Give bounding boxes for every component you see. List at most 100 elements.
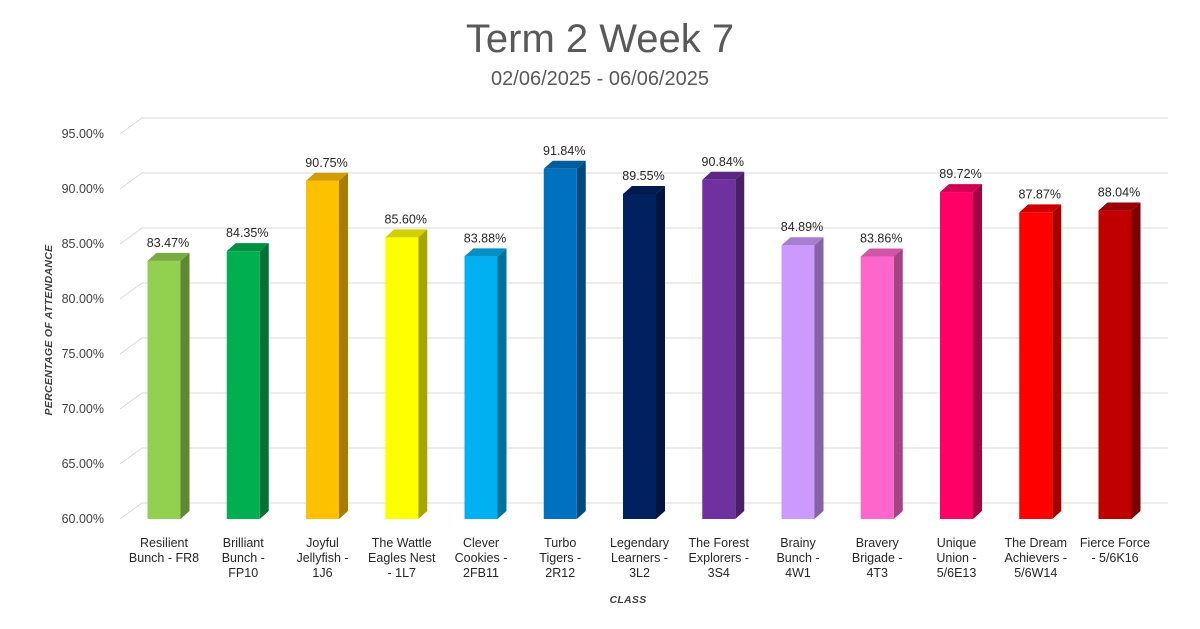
- data-label: 90.84%: [702, 155, 744, 169]
- bar-front: [464, 256, 498, 519]
- x-axis-label: CLASS: [609, 594, 646, 606]
- bar-front: [623, 193, 656, 519]
- bar-side: [893, 248, 903, 520]
- bar-side: [1052, 204, 1062, 519]
- bar-front: [1098, 210, 1132, 519]
- category-label: Turbo Tigers -2R12: [539, 536, 581, 580]
- data-label: 89.72%: [939, 167, 981, 181]
- gridline: [119, 227, 1168, 245]
- bar-side: [259, 243, 269, 519]
- bar-top: [226, 243, 269, 252]
- bar-top: [702, 171, 745, 180]
- data-label: 87.87%: [1019, 187, 1061, 201]
- data-label: 88.04%: [1098, 186, 1140, 200]
- x-axis-categories: Resilient Bunch - FR8 Brilliant Bunch -FP10…: [129, 536, 1150, 580]
- bar-top: [306, 172, 348, 181]
- y-tick-label: 75.00%: [62, 347, 104, 361]
- bar: [860, 248, 903, 520]
- category-label: The Wattle Eagles Nest - 1L7: [368, 536, 436, 580]
- category-label: Brainy Bunch -4W1: [776, 536, 819, 580]
- bar-top: [543, 160, 586, 169]
- data-label: 84.89%: [781, 220, 823, 234]
- y-tick-label: 85.00%: [62, 237, 104, 251]
- chart-subtitle: 02/06/2025 - 06/06/2025: [491, 68, 709, 90]
- gridline: [119, 447, 1168, 465]
- bar-top: [860, 248, 903, 257]
- bar-side: [339, 172, 348, 519]
- bar-side: [418, 229, 428, 519]
- bar-front: [702, 179, 736, 519]
- category-label: Bravery Brigade -4T3: [852, 536, 903, 580]
- gridline: [119, 337, 1168, 355]
- y-tick-label: 65.00%: [62, 457, 104, 471]
- bar-top: [1019, 204, 1062, 213]
- data-label: 90.75%: [305, 156, 347, 170]
- bar-side: [576, 160, 586, 519]
- bar-side: [1131, 202, 1141, 519]
- bar-front: [147, 260, 181, 519]
- bar: [385, 229, 428, 519]
- bar-top: [781, 237, 824, 246]
- bar: [1098, 202, 1141, 519]
- bar-side: [656, 185, 665, 519]
- data-label: 83.47%: [147, 236, 189, 250]
- category-label: Joyful Jellyfish -1J6: [296, 536, 348, 580]
- bar-front: [306, 180, 339, 519]
- chart-title: Term 2 Week 7: [466, 17, 734, 61]
- y-tick-label: 70.00%: [62, 402, 104, 416]
- category-label: Clever Cookies -2FB11: [455, 536, 508, 580]
- gridline: [119, 117, 1168, 135]
- category-label: Legendary Learners -3L2: [610, 536, 670, 580]
- data-label: 83.86%: [860, 232, 902, 246]
- y-tick-label: 95.00%: [62, 127, 104, 141]
- bar: [623, 185, 665, 519]
- bar-front: [1019, 212, 1053, 519]
- gridline: [119, 392, 1168, 410]
- data-label: 83.88%: [464, 231, 506, 245]
- category-label: Fierce Force - 5/6K16: [1080, 536, 1150, 565]
- bar-top: [464, 248, 507, 257]
- bars: [147, 160, 1141, 520]
- bar-side: [973, 184, 982, 519]
- category-label: The Dream Achievers -5/6W14: [1004, 536, 1067, 580]
- y-axis-label: PERCENTAGE OF ATTENDANCE: [43, 244, 55, 416]
- bar: [1019, 204, 1062, 519]
- bar: [940, 184, 982, 519]
- data-label: 89.55%: [622, 169, 664, 183]
- y-axis-ticks: 60.00% 65.00% 70.00% 75.00% 80.00% 85.00% 90.0…: [62, 127, 104, 526]
- gridline: [119, 172, 1168, 190]
- bar-front: [385, 237, 419, 519]
- bar: [781, 237, 824, 519]
- category-label: Brilliant Bunch -FP10: [222, 536, 265, 580]
- bar-front: [543, 168, 577, 519]
- bar-side: [180, 252, 190, 519]
- bar-side: [735, 171, 745, 519]
- bar-side: [814, 237, 824, 519]
- bar-side: [497, 248, 507, 519]
- gridline: [119, 282, 1168, 300]
- gridlines: [119, 117, 1168, 520]
- data-label: 85.60%: [385, 212, 427, 226]
- bar: [464, 248, 507, 519]
- bar: [306, 172, 348, 519]
- data-labels: 83.47% 84.35% 90.75% 85.60% 83.88% 91.84% 89.5…: [147, 144, 1140, 250]
- bar-front: [860, 256, 894, 519]
- category-label: The Forest Explorers -3S4: [689, 536, 750, 580]
- bar: [147, 252, 190, 519]
- bar-top: [385, 229, 428, 238]
- category-label: Resilient Bunch - FR8: [129, 536, 199, 565]
- bar-front: [781, 245, 815, 519]
- data-label: 84.35%: [226, 226, 268, 240]
- bar-front: [940, 192, 973, 519]
- bar: [543, 160, 586, 519]
- bar: [226, 243, 269, 519]
- bar: [702, 171, 745, 519]
- data-label: 91.84%: [543, 144, 585, 158]
- bar-top: [1098, 202, 1141, 211]
- category-label: Unique Union -5/6E13: [936, 536, 976, 580]
- bar-top: [147, 252, 190, 261]
- y-tick-label: 80.00%: [62, 292, 104, 306]
- bar-top: [940, 184, 982, 193]
- bar-front: [226, 251, 260, 519]
